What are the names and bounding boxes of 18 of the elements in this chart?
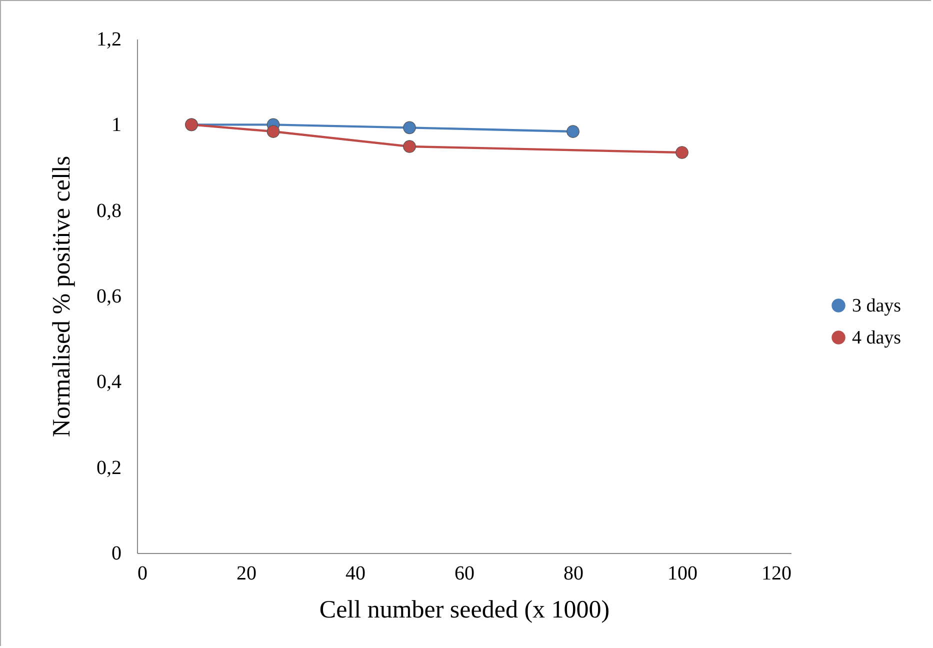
y-tick-label: 0,4 xyxy=(96,371,122,394)
x-tick-label: 60 xyxy=(454,562,474,584)
x-tick-label: 80 xyxy=(564,562,584,584)
x-tick-label: 120 xyxy=(762,562,792,584)
x-tick-label: 0 xyxy=(138,562,148,584)
x-tick-label: 100 xyxy=(668,562,698,584)
x-axis-title: Cell number seeded (x 1000) xyxy=(319,596,610,624)
y-tick-label: 1,2 xyxy=(96,28,122,50)
y-tick-label: 0 xyxy=(112,542,122,564)
y-tick-label: 0,8 xyxy=(96,200,122,222)
y-tick-label: 0,2 xyxy=(96,456,122,479)
y-axis-title: Normalised % positive cells xyxy=(48,156,76,438)
y-tick-label: 0,6 xyxy=(96,286,122,308)
legend-label: 3 days xyxy=(852,296,902,316)
legend-label: 4 days xyxy=(852,328,902,348)
y-tick-label: 1 xyxy=(112,114,122,136)
x-tick-label: 20 xyxy=(236,562,256,584)
x-tick-label: 40 xyxy=(346,562,366,584)
